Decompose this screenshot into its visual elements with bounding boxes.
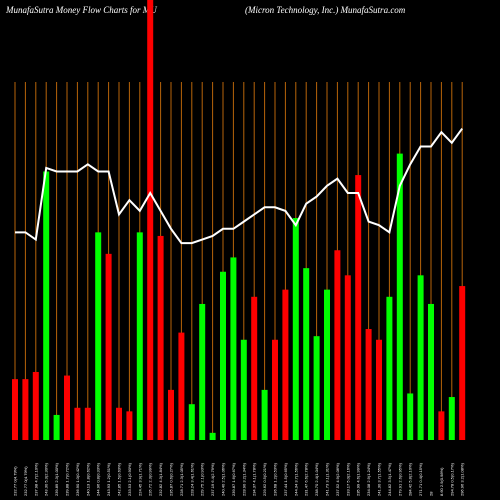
x-tick-label: 234.37 4.1(1.78%) xyxy=(252,462,257,496)
x-tick-label: 237.44 1.5(0.65%) xyxy=(283,462,288,496)
bar xyxy=(53,414,60,440)
x-tick-label: 241.30 3.7(1.55%) xyxy=(377,462,382,496)
trend-line-group xyxy=(15,127,464,245)
bar xyxy=(199,303,206,440)
bar xyxy=(324,289,330,440)
bar xyxy=(292,218,299,440)
bar xyxy=(407,393,414,440)
bar xyxy=(105,253,112,440)
x-tick-label: 228.24 3.4(1.61%) xyxy=(189,462,194,496)
x-tick-label: 232.82 4.3(1.84%) xyxy=(158,462,163,496)
bar xyxy=(303,268,310,440)
bar xyxy=(386,296,393,440)
x-tick-label: 235.99 4.6(1.99%) xyxy=(356,462,361,496)
x-tick-label: 231.47 6.6(2.78%) xyxy=(304,462,309,496)
trend-line xyxy=(15,127,464,245)
x-tick-label: 243.93 1.2(0.51%) xyxy=(106,462,111,496)
bar xyxy=(178,332,185,440)
bar xyxy=(157,235,164,440)
bar xyxy=(230,257,237,440)
gridlines xyxy=(14,82,463,440)
x-tick-labels: 232.77 0(4.79%) 232.77 0(4.79%) 237.98 4.7… xyxy=(13,462,465,496)
bar xyxy=(459,286,466,440)
chart-title-left: MunafaSutra Money Flow Charts for MU xyxy=(6,5,157,15)
bar xyxy=(32,371,39,440)
bar xyxy=(396,153,403,440)
bar xyxy=(136,232,143,440)
bar xyxy=(43,171,50,440)
bar xyxy=(282,289,289,440)
bar xyxy=(64,375,70,440)
x-tick-label: 8.60 2.9(0.98%) xyxy=(439,467,444,496)
x-tick-label: 229.75 2.1(0.93%) xyxy=(200,462,205,496)
bar xyxy=(147,0,154,440)
bar xyxy=(126,411,133,440)
x-tick-label: 284.42 5.8(2.10%) xyxy=(408,462,413,496)
bar xyxy=(376,339,382,440)
x-tick-label: 244.34 3.7(1.56%) xyxy=(293,462,298,496)
x-tick-label: 235.87 0.6(0.27%) xyxy=(169,462,174,496)
x-tick-label: 237.98 4.7(2.10%) xyxy=(33,462,38,496)
x-tick-label: 228.90 3.2(1.34%) xyxy=(241,462,246,496)
bar xyxy=(95,232,102,440)
bar xyxy=(261,389,268,440)
bar xyxy=(84,407,91,440)
x-tick-label: 271.71 0.4(0.15%) xyxy=(418,462,423,496)
x-tick-label: 236.68 1.2(0.53%) xyxy=(273,462,278,496)
x-tick-label: 243.30 5.3(2.30%) xyxy=(44,462,49,496)
bar xyxy=(344,275,351,440)
x-tick-label: 28 xyxy=(429,491,434,496)
bar xyxy=(355,175,362,440)
bar xyxy=(251,296,258,440)
x-tick-label: 234.08 2.9(1.24%) xyxy=(366,462,371,496)
x-tick-label: 236.90 1.0(0.42%) xyxy=(75,462,80,496)
bar xyxy=(209,432,216,440)
x-tick-label: 294.78 0.5(0.17%) xyxy=(449,462,454,496)
x-tick-label: 239.87 1.6(0.67%) xyxy=(231,462,236,496)
bar xyxy=(74,407,81,440)
x-tick-label: 224.45 3.9(1.71%) xyxy=(137,462,142,496)
x-tick-label: 240.13 1.8(0.62%) xyxy=(85,462,90,496)
x-tick-label: 237.52 4.9(2.06%) xyxy=(335,462,340,496)
x-tick-label: 244.96 0.8(0.33%) xyxy=(96,462,101,496)
x-tick-label: 226.72 2.3(0.99%) xyxy=(148,462,153,496)
bar xyxy=(365,329,372,440)
bar xyxy=(188,404,195,440)
bar xyxy=(168,389,174,440)
x-tick-label: 296.96 3.2(1.08%) xyxy=(460,462,465,496)
bar xyxy=(272,339,278,440)
x-tick-label: 238.70 2.4(1.04%) xyxy=(314,462,319,496)
x-tick-label: 241.73 3.1(1.31%) xyxy=(325,462,330,496)
bar xyxy=(334,250,341,440)
bar xyxy=(448,397,455,440)
bar xyxy=(428,303,434,440)
x-tick-label: 239.88 1.7(0.72%) xyxy=(65,462,70,496)
bar xyxy=(240,339,247,440)
bar xyxy=(220,271,226,440)
x-tick-label: 232.77 0(4.79%) xyxy=(13,466,18,496)
x-tick-label: 233.53 2.1(0.90%) xyxy=(127,462,132,496)
x-tick-label: 242.85 1.5(0.63%) xyxy=(117,462,122,496)
x-tick-label: 237.19 6.4(2.79%) xyxy=(210,462,215,496)
bar xyxy=(22,379,29,440)
bar xyxy=(438,411,445,440)
bar xyxy=(116,407,122,440)
chart-title-right: (Micron Technology, Inc.) MunafaSutra.co… xyxy=(245,5,406,15)
x-tick-label: 244.82 3.5(1.47%) xyxy=(387,462,392,496)
x-tick-label: 279.91 2.6(0.95%) xyxy=(397,462,402,496)
bar xyxy=(12,379,18,440)
x-tick-label: 239.89 2.3(1.00%) xyxy=(54,462,59,496)
bar xyxy=(313,336,320,440)
x-tick-label: 240.40 2.5(1.06%) xyxy=(221,462,226,496)
bars xyxy=(12,0,466,440)
bar xyxy=(417,275,424,440)
x-tick-label: 232.77 0(4.79%) xyxy=(23,466,28,496)
x-tick-label: 229.62 0.5(0.21%) xyxy=(262,462,267,496)
x-tick-label: 228.71 2.3(1.05%) xyxy=(179,462,184,496)
x-tick-label: 233.17 5.0(2.16%) xyxy=(345,462,350,496)
